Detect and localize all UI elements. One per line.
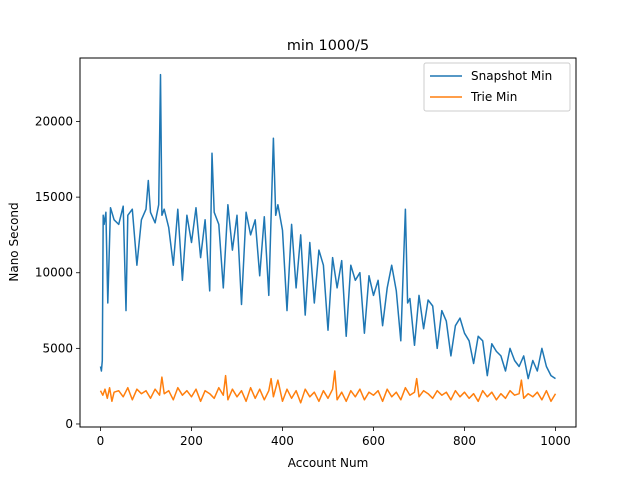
legend-label-snapshot-min: Snapshot Min	[471, 69, 552, 83]
x-axis-ticks: 0 200 400 600 800 1000	[97, 427, 571, 448]
plot-frame	[79, 57, 577, 428]
legend-box	[423, 62, 571, 112]
chart-title: min 1000/5	[287, 38, 369, 54]
y-tick-label: 5000	[42, 341, 73, 355]
y-tick-label: 10000	[35, 266, 73, 280]
legend: Snapshot Min Trie Min	[423, 62, 571, 112]
x-tick-label: 0	[97, 434, 105, 448]
x-tick-label: 200	[180, 434, 203, 448]
y-tick-label: 20000	[35, 115, 73, 129]
x-tick-label: 1000	[540, 434, 571, 448]
series-line-snapshot-min	[99, 73, 556, 380]
series-line-trie-min	[99, 370, 557, 404]
x-tick-label: 800	[453, 434, 476, 448]
legend-label-trie-min: Trie Min	[470, 90, 517, 104]
y-tick-label: 15000	[35, 190, 73, 204]
plot-lines	[99, 73, 557, 404]
x-tick-label: 600	[362, 434, 385, 448]
y-axis-label: Nano Second	[7, 202, 21, 281]
x-axis-label: Account Num	[288, 456, 369, 470]
y-tick-label: 0	[65, 417, 73, 431]
x-tick-label: 400	[271, 434, 294, 448]
y-axis-ticks: 0 5000 10000 15000 20000	[35, 115, 80, 431]
